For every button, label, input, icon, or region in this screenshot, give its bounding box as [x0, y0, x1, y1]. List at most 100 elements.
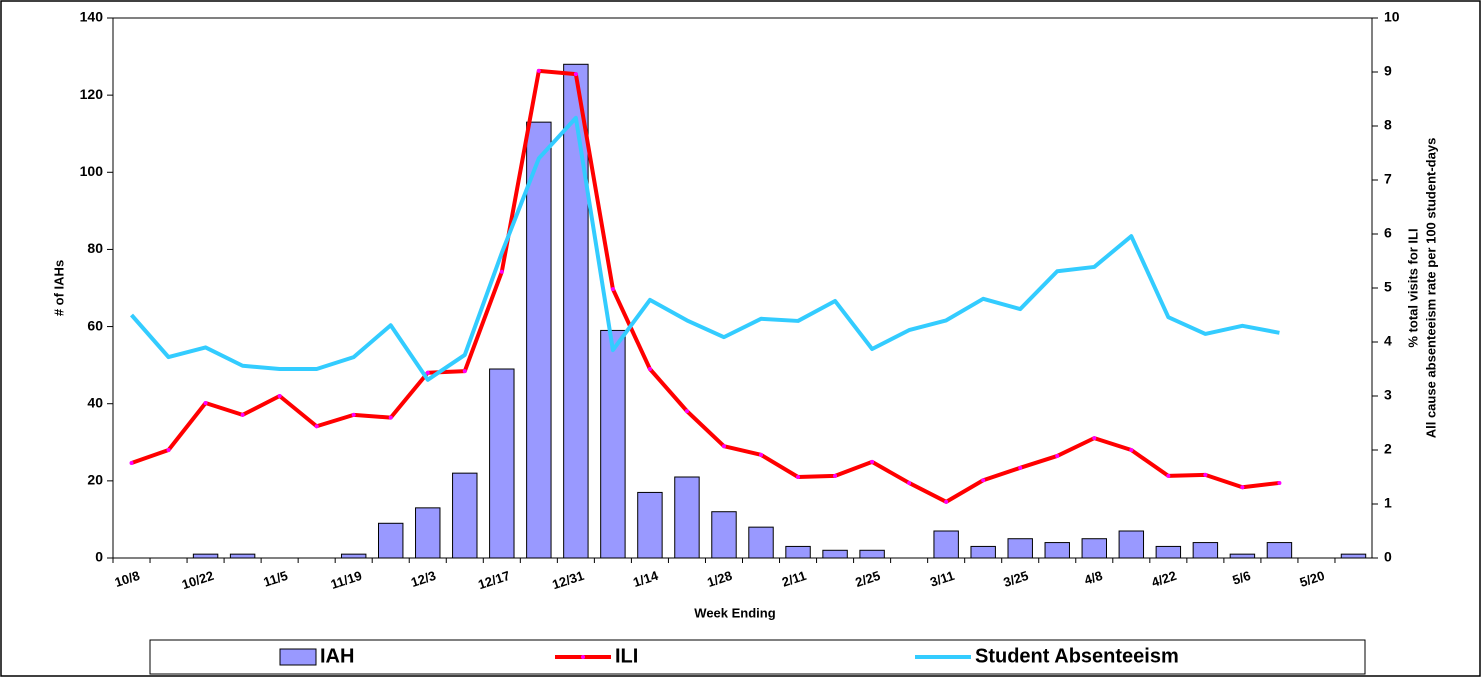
y-tick-label: 120: [80, 86, 104, 102]
x-tick-label: 3/25: [1002, 568, 1031, 590]
bar: [229, 553, 256, 559]
line-marker: [1240, 485, 1245, 490]
bar: [452, 472, 478, 559]
x-axis-title: Week Ending: [694, 605, 775, 620]
x-tick-label: 12/17: [476, 568, 512, 592]
line-marker: [684, 409, 689, 414]
line-marker: [573, 72, 578, 77]
y2-tick-label: 1: [1384, 495, 1392, 511]
line-marker: [981, 478, 986, 483]
bar: [415, 507, 441, 559]
bar: [1155, 545, 1182, 559]
y-tick-label: 0: [95, 549, 103, 565]
bar: [933, 530, 959, 559]
y2-tick-label: 9: [1384, 63, 1392, 79]
line-marker: [314, 424, 319, 429]
bar: [1118, 530, 1145, 559]
line: [130, 115, 1280, 382]
y2-tick-label: 6: [1384, 225, 1392, 241]
x-tick-label: 1/28: [705, 568, 734, 590]
x-tick-label: 1/14: [631, 568, 660, 590]
line-marker: [166, 448, 171, 452]
bar: [192, 553, 219, 559]
bar: [1044, 542, 1070, 559]
x-tick-label: 4/8: [1082, 568, 1104, 588]
line-marker: [1018, 465, 1023, 470]
bar: [1192, 542, 1219, 559]
y2-tick-label: 7: [1384, 171, 1392, 187]
x-tick-label: 2/11: [780, 568, 808, 590]
bar: [563, 63, 589, 559]
bar: [970, 545, 996, 559]
legend-label: ILI: [615, 645, 638, 667]
line-marker: [721, 444, 726, 449]
y-tick-label: 20: [87, 472, 103, 488]
bar: [378, 522, 404, 559]
x-tick-label: 12/31: [550, 568, 586, 592]
line-marker: [351, 412, 356, 417]
bar: [1081, 538, 1107, 559]
legend-label: IAH: [320, 645, 354, 667]
line-marker: [536, 68, 541, 73]
line-marker: [388, 415, 393, 420]
line: [130, 68, 1280, 504]
x-tick-label: 3/11: [928, 568, 956, 590]
bar: [600, 329, 626, 559]
bar: [1229, 553, 1256, 559]
y2-tick-label: 0: [1384, 549, 1392, 565]
line-marker: [1203, 472, 1208, 477]
y-tick-label: 40: [87, 394, 103, 410]
legend-box: [149, 639, 1366, 675]
x-tick-label: 4/22: [1150, 568, 1179, 590]
x-tick-label: 12/3: [409, 568, 438, 590]
bar: [637, 491, 663, 559]
y-axis-title: # of IAHs: [51, 260, 66, 316]
y-tick-label: 60: [87, 317, 103, 333]
line-marker: [499, 269, 504, 274]
bar: [748, 526, 774, 559]
y2-tick-label: 3: [1384, 387, 1392, 403]
y-tick-label: 140: [80, 9, 104, 25]
y2-axis-title: % total visits for ILI: [1405, 228, 1420, 347]
line-marker: [462, 369, 467, 374]
bar: [526, 121, 552, 559]
line-marker: [1092, 436, 1097, 441]
y2-tick-label: 8: [1384, 117, 1392, 133]
line-marker: [1166, 473, 1171, 478]
legend-marker: [581, 655, 585, 659]
x-tick-label: 10/8: [113, 568, 142, 590]
line-marker: [647, 367, 652, 371]
line-marker: [1129, 448, 1134, 452]
line-marker: [203, 401, 208, 406]
line-marker: [944, 499, 949, 504]
bar: [1266, 542, 1293, 559]
bar: [785, 545, 811, 559]
y2-tick-label: 2: [1384, 441, 1392, 457]
line-marker: [1055, 453, 1060, 458]
line-marker: [833, 473, 838, 478]
x-tick-label: 11/5: [262, 568, 290, 590]
x-tick-label: 5/20: [1298, 568, 1327, 590]
line-marker: [1277, 480, 1282, 485]
line-marker: [870, 459, 875, 464]
bar: [1340, 553, 1367, 559]
x-tick-label: 5/6: [1231, 568, 1253, 588]
x-tick-label: 11/19: [329, 568, 364, 592]
legend-label: Student Absenteeism: [975, 645, 1179, 667]
line-marker: [240, 412, 245, 417]
line-marker: [425, 370, 430, 375]
y-tick-label: 80: [87, 240, 103, 256]
y2-axis-title: All cause absenteeism rate per 100 stude…: [1423, 138, 1438, 439]
line-marker: [129, 460, 134, 465]
bar: [489, 368, 515, 559]
bar: [674, 476, 700, 559]
bar: [859, 549, 885, 559]
bar: [711, 511, 737, 559]
x-tick-label: 10/22: [180, 568, 216, 592]
y-tick-label: 100: [80, 163, 104, 179]
line-marker: [759, 452, 764, 457]
line-marker: [610, 287, 615, 292]
